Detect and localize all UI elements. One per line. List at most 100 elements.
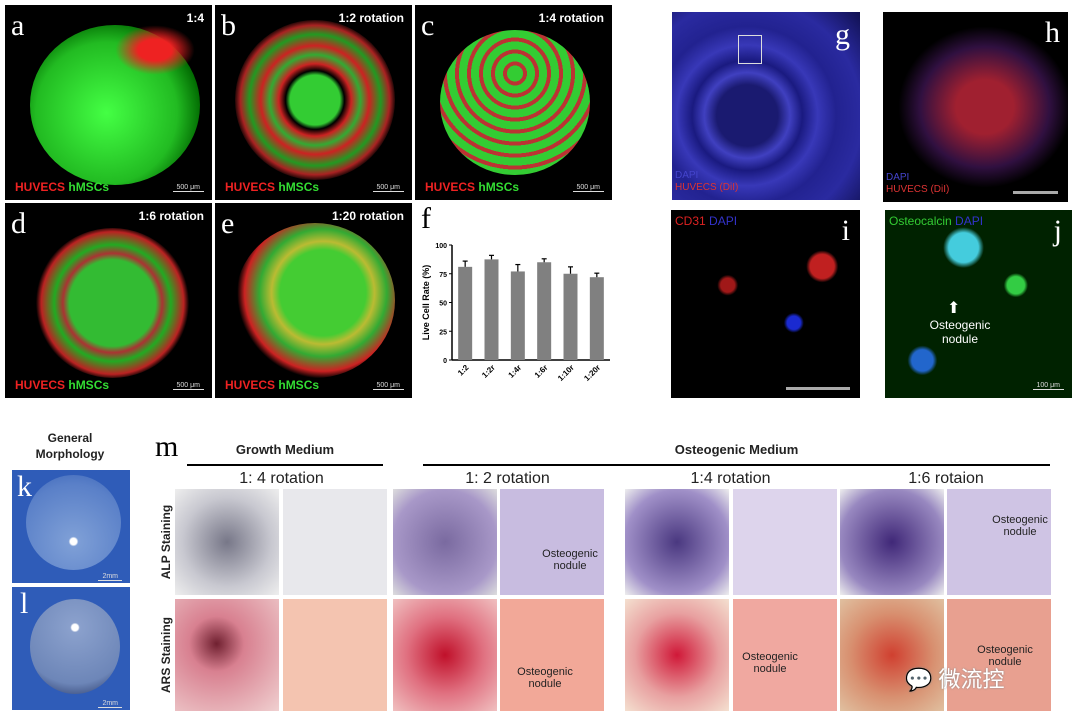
x-tick-label: 1:20r: [582, 363, 602, 383]
ars-staining-image: [733, 599, 837, 711]
scale-bar: 500 μm: [572, 184, 604, 192]
panel-e: e 1:20 rotation HUVECS hMSCs 500 μm: [215, 203, 412, 398]
y-tick-label: 0: [443, 358, 447, 365]
ars-staining-image: [840, 599, 944, 711]
nodule-label: Osteogenic nodule: [542, 548, 598, 572]
panel-letter: e: [221, 207, 235, 240]
rotation-label: 1:20 rotation: [331, 209, 404, 223]
panel-f: f 0 25 50 75 100 Live Cell Rate (%) 1:2 1:2r 1:4…: [415, 200, 615, 400]
legend-huvecs: HUVECS: [225, 180, 276, 194]
droplet-image: [26, 475, 121, 570]
scale-bar: [786, 387, 850, 390]
panel-letter: m: [155, 430, 179, 463]
label-cd31: CD31: [675, 214, 706, 228]
panel-letter: g: [835, 18, 850, 51]
legend: HUVECS hMSCs: [15, 378, 109, 392]
general-morphology-title: General Morphology: [35, 431, 105, 461]
rotation-label: 1: 4 rotation: [239, 470, 324, 487]
scale-bar: 500 μm: [372, 184, 404, 192]
legend-hmscs: hMSCs: [278, 180, 320, 194]
alp-staining-image: [283, 489, 387, 595]
growth-medium-header: Growth Medium: [235, 442, 335, 457]
live-cell-rate-chart: 0 25 50 75 100 Live Cell Rate (%) 1:2 1:2r 1:4r 1…: [421, 243, 610, 383]
y-axis-label: Live Cell Rate (%): [421, 265, 431, 341]
y-tick-label: 25: [439, 329, 447, 336]
legend-huvecs: HUVECS: [15, 180, 66, 194]
nodule-label: Osteogenic nodule: [517, 666, 573, 690]
huvec-cap: [115, 25, 195, 75]
label-dapi: DAPI: [886, 172, 910, 183]
panel-letter: b: [221, 9, 236, 42]
legend: HUVECS hMSCs: [225, 378, 319, 392]
legend-hmscs: hMSCs: [68, 180, 110, 194]
alp-staining-image: [393, 489, 497, 595]
rotation-label: 1:4 rotation: [538, 11, 604, 25]
spheroid-image: [440, 30, 590, 175]
legend: HUVECS hMSCs: [225, 180, 319, 194]
panel-letter: l: [20, 587, 29, 620]
x-tick-label: 1:2: [456, 363, 471, 378]
scale-bar: 500 μm: [372, 382, 404, 390]
ars-staining-image: [283, 599, 387, 711]
stain-legend: DAPI HUVECS (DiI): [886, 172, 949, 196]
bar: [589, 277, 604, 360]
label-osteocalcin: Osteocalcin: [889, 214, 952, 228]
scale-bar: 2mm: [98, 700, 122, 708]
alp-staining-image: [625, 489, 729, 595]
spheroid-image: [35, 228, 190, 378]
stain-legend: Osteocalcin DAPI: [889, 214, 983, 228]
panel-a: a 1:4 HUVECS hMSCs 500 μm: [5, 5, 212, 200]
panel-j: j Osteocalcin DAPI ⬆ Osteogenic nodule 1…: [885, 210, 1072, 398]
rotation-label: 1:4 rotation: [690, 470, 771, 487]
label-dapi: DAPI: [675, 170, 699, 181]
scale-bar: 500 μm: [172, 382, 204, 390]
panel-l: l 2mm: [12, 587, 130, 710]
ars-staining-image: [175, 599, 279, 711]
bar: [458, 266, 473, 360]
panel-letter: a: [11, 9, 25, 42]
panel-letter: i: [841, 214, 850, 247]
ars-staining-image: [393, 599, 497, 711]
scale-bar: [1013, 191, 1058, 194]
panel-k: k 2mm: [12, 470, 130, 583]
x-tick-label: 1:2r: [480, 363, 497, 380]
spheroid-image: [235, 223, 395, 378]
x-tick-label: 1:4r: [506, 363, 523, 380]
panel-letter: j: [1053, 214, 1062, 247]
ratio-label: 1:4: [186, 11, 204, 25]
y-tick-label: 50: [439, 301, 447, 308]
legend-hmscs: hMSCs: [68, 378, 110, 392]
y-tick-label: 75: [439, 272, 447, 279]
arrow-icon: ⬆: [947, 300, 961, 317]
legend-huvecs: HUVECS: [425, 180, 476, 194]
panel-d: d 1:6 rotation HUVECS hMSCs 500 μm: [5, 203, 212, 398]
zoom-box: [738, 35, 762, 64]
nodule-label: Osteogenic nodule: [992, 514, 1048, 538]
alp-staining-image: [947, 489, 1051, 595]
bar: [510, 271, 525, 360]
scale-bar: 100 μm: [1032, 382, 1064, 390]
panel-c: c 1:4 rotation HUVECS hMSCs 500 μm: [415, 5, 612, 200]
legend-hmscs: hMSCs: [278, 378, 320, 392]
stain-legend: CD31 DAPI: [675, 214, 737, 228]
alp-staining-image: [733, 489, 837, 595]
legend-huvecs: HUVECS: [225, 378, 276, 392]
alp-staining-image: [175, 489, 279, 595]
alp-staining-image: [500, 489, 604, 595]
panel-g: g DAPI HUVECS (DiI): [672, 12, 860, 200]
x-tick-label: 1:10r: [556, 363, 576, 383]
divider: [187, 464, 383, 466]
bar: [537, 262, 552, 360]
label-dapi: DAPI: [709, 214, 738, 228]
scale-bar: 500 μm: [172, 184, 204, 192]
panel-i: i CD31 DAPI: [671, 210, 860, 398]
alp-staining-image: [840, 489, 944, 595]
panel-b: b 1:2 rotation HUVECS hMSCs 500 μm: [215, 5, 412, 200]
legend: HUVECS hMSCs: [425, 180, 519, 194]
x-tick-label: 1:6r: [533, 363, 550, 380]
legend-hmscs: hMSCs: [478, 180, 520, 194]
stain-legend: DAPI HUVECS (DiI): [675, 170, 738, 194]
panel-letter: d: [11, 207, 26, 240]
panel-letter: c: [421, 9, 435, 42]
scale-bar: 2mm: [98, 573, 122, 581]
